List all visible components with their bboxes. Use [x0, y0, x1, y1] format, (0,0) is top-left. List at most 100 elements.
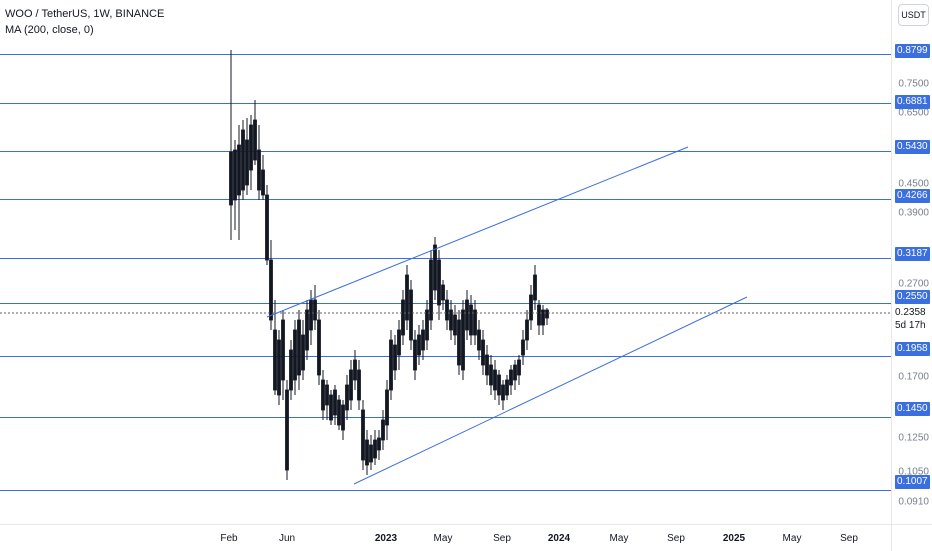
time-tick: Sep	[840, 533, 858, 544]
ma-indicator-legend[interactable]: MA (200, close, 0)	[5, 24, 94, 36]
candle-body	[245, 139, 249, 186]
candle-body	[421, 329, 425, 351]
candle-body	[313, 299, 317, 321]
candle-body	[329, 394, 333, 421]
level-price-label: 0.4266	[895, 189, 930, 203]
candle-body	[529, 294, 533, 321]
candle-body	[345, 384, 349, 411]
candles-layer	[229, 50, 549, 480]
candle-body	[261, 169, 265, 196]
candle-body	[389, 339, 393, 391]
candle-body	[285, 389, 289, 471]
time-tick: 2023	[374, 533, 398, 544]
candle-body	[469, 304, 473, 336]
candle-body	[493, 369, 497, 391]
price-tick: 0.7500	[898, 78, 929, 90]
price-tick: 0.6500	[898, 107, 929, 119]
price-tick: 0.1700	[898, 371, 929, 383]
candle-body	[429, 259, 433, 321]
candle-body	[425, 309, 429, 341]
candle-body	[365, 439, 369, 466]
candle-body	[385, 389, 389, 426]
candle-body	[273, 329, 277, 391]
candle-body	[257, 149, 261, 191]
candle-body	[457, 319, 461, 366]
price-scale[interactable]: USDT 0.7500 0.6500 0.4500 0.3900 0.2700 …	[891, 0, 932, 524]
candle-body	[277, 339, 281, 396]
candle-body	[545, 309, 549, 319]
time-scale[interactable]: Feb Jun 2023 May Sep 2024 May Sep 2025 M…	[0, 524, 891, 551]
candle-body	[373, 439, 377, 459]
candle-body	[437, 259, 441, 306]
candle-body	[317, 319, 321, 376]
chart-svg[interactable]	[0, 0, 891, 524]
candle-body	[501, 384, 505, 401]
candle-body	[517, 359, 521, 376]
candle-body	[337, 399, 341, 426]
time-tick: May	[433, 533, 453, 544]
candle-body	[401, 299, 405, 336]
candle-body	[289, 349, 293, 391]
candle-body	[281, 319, 285, 381]
candle-body	[381, 419, 385, 441]
candle-body	[409, 289, 413, 341]
current-price-label: 0.2358	[895, 307, 926, 318]
candle-body	[417, 334, 421, 356]
time-tick: 2025	[722, 533, 746, 544]
time-tick: May	[609, 533, 629, 544]
candle-body	[397, 329, 401, 356]
candle-body	[473, 309, 477, 336]
horizontal-levels-layer	[0, 54, 891, 491]
candle-body	[541, 309, 545, 326]
candle-body	[521, 339, 525, 356]
candle-body	[441, 284, 445, 301]
candle-body	[405, 274, 409, 321]
candle-body	[481, 339, 485, 366]
candle-body	[325, 384, 329, 406]
candle-body	[445, 299, 449, 321]
candle-body	[341, 404, 345, 431]
candle-body	[237, 144, 241, 196]
time-tick: Jun	[278, 533, 296, 544]
price-tick: 0.1250	[898, 432, 929, 444]
candle-body	[505, 379, 509, 396]
level-price-label: 0.2550	[895, 290, 930, 304]
time-tick: Sep	[493, 533, 511, 544]
candle-body	[293, 329, 297, 381]
level-price-label: 0.1450	[895, 402, 930, 416]
candle-body	[449, 309, 453, 331]
candle-body	[509, 369, 513, 386]
level-price-label: 0.8799	[895, 44, 930, 58]
candle-body	[305, 309, 309, 351]
candle-body	[369, 444, 373, 463]
level-price-label: 0.1007	[895, 475, 930, 489]
candle-body	[229, 151, 233, 206]
candle-body	[533, 274, 537, 301]
candle-body	[233, 149, 237, 201]
candle-body	[489, 364, 493, 386]
candle-body	[253, 119, 257, 161]
candle-body	[413, 339, 417, 371]
candle-body	[297, 319, 301, 376]
level-price-label: 0.3187	[895, 247, 930, 261]
candle-body	[301, 334, 305, 371]
price-tick: 0.2700	[898, 278, 929, 290]
candle-body	[269, 259, 273, 321]
candle-body	[461, 309, 465, 371]
candle-body	[349, 369, 353, 401]
candle-body	[249, 124, 253, 171]
candle-body	[309, 299, 313, 331]
candle-body	[465, 299, 469, 331]
price-tick: 0.3900	[898, 207, 929, 219]
candle-body	[377, 437, 381, 451]
candle-body	[453, 314, 457, 336]
symbol-legend[interactable]: WOO / TetherUS, 1W, BINANCE	[5, 8, 165, 20]
price-tick: 0.1050	[898, 466, 929, 478]
currency-button[interactable]: USDT	[898, 4, 929, 26]
candle-body	[361, 409, 365, 461]
candle-body	[433, 244, 437, 291]
candle-body	[477, 329, 481, 351]
price-tick: 0.4500	[898, 178, 929, 190]
time-tick: Feb	[220, 533, 238, 544]
chart-plot-area[interactable]: WOO / TetherUS, 1W, BINANCE MA (200, clo…	[0, 0, 891, 524]
